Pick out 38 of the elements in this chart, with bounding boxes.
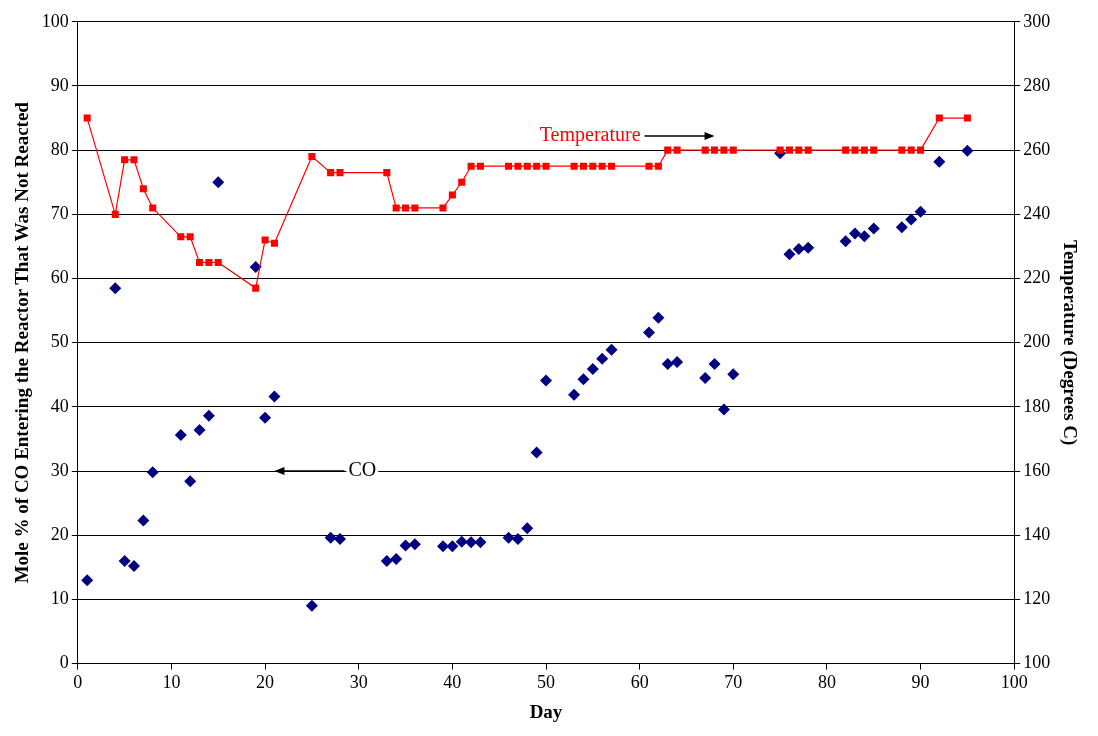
y-tick-label: 10 <box>50 588 69 609</box>
y2-tick-label: 140 <box>1023 523 1051 544</box>
x-tick-label: 80 <box>817 672 836 693</box>
y-tick-label: 90 <box>50 74 69 95</box>
x-tick-label: 50 <box>537 672 555 693</box>
y-axis-title: Mole % of CO Entering the Reactor That Was Not Reacted <box>11 101 33 584</box>
y-tick-label: 0 <box>59 652 69 673</box>
y-tick-label: 40 <box>50 395 69 416</box>
y2-tick-label: 180 <box>1023 395 1051 416</box>
y-tick-label: 80 <box>50 138 69 159</box>
y-tick-label: 50 <box>50 331 69 352</box>
y2-tick-label: 280 <box>1023 74 1051 95</box>
x-tick-label: 100 <box>1000 672 1028 693</box>
y2-tick-label: 200 <box>1023 331 1051 352</box>
x-tick-label: 10 <box>162 672 181 693</box>
x-tick-label: 30 <box>349 672 368 693</box>
y-tick-label: 60 <box>50 267 69 288</box>
y2-axis-title: Temperature (Degrees C) <box>1058 239 1081 446</box>
x-tick-label: 60 <box>630 672 649 693</box>
y2-tick-label: 220 <box>1023 267 1051 288</box>
y-tick-label: 100 <box>41 10 69 31</box>
annotation: CO <box>348 458 377 481</box>
x-tick-label: 90 <box>911 672 930 693</box>
y-tick-label: 70 <box>50 203 69 224</box>
y2-tick-label: 160 <box>1023 459 1051 480</box>
y2-tick-label: 240 <box>1023 203 1051 224</box>
x-tick-label: 70 <box>724 672 743 693</box>
x-tick-label: 20 <box>256 672 275 693</box>
x-axis-title: Day <box>529 700 563 722</box>
annotation: Temperature <box>539 123 641 147</box>
x-tick-label: 0 <box>73 672 83 693</box>
y2-tick-label: 260 <box>1023 138 1051 159</box>
x-tick-label: 40 <box>443 672 462 693</box>
y2-tick-label: 300 <box>1023 10 1051 31</box>
y2-tick-label: 100 <box>1023 652 1051 673</box>
y-tick-label: 20 <box>50 523 69 544</box>
y2-tick-label: 120 <box>1023 588 1051 609</box>
y-tick-label: 30 <box>50 459 69 480</box>
